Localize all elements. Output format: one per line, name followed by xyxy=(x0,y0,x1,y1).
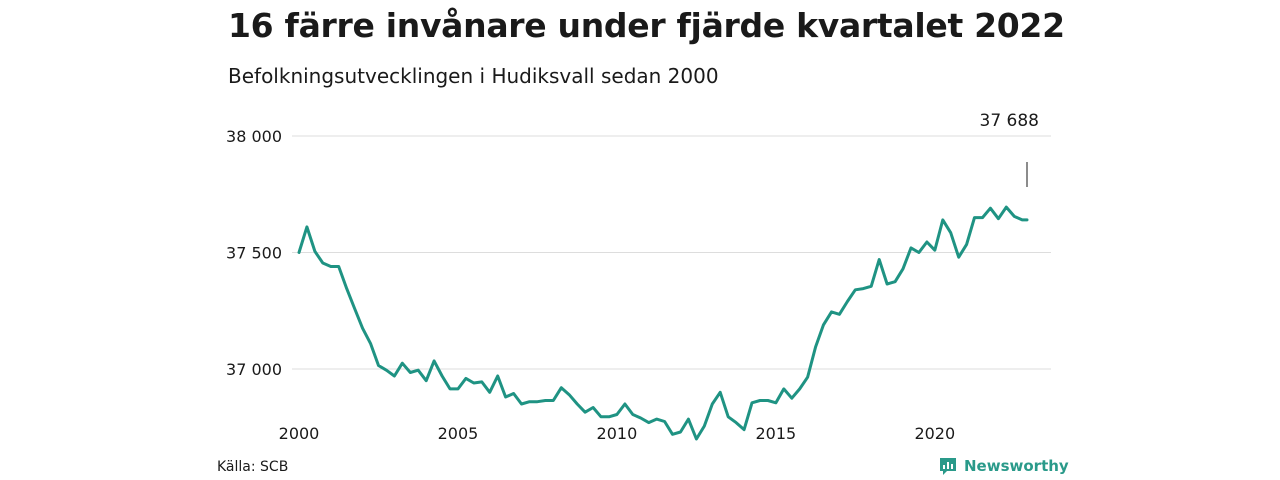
gridlines xyxy=(292,135,1051,370)
y-axis-ticks: 37 000 37 500 38 000 xyxy=(226,127,282,379)
newsworthy-logo-icon xyxy=(940,458,956,475)
y-tick-label: 37 500 xyxy=(226,244,282,263)
population-line xyxy=(297,205,1029,441)
chart-title: 16 färre invånare under fjärde kvartalet… xyxy=(228,6,1065,45)
x-tick-label: 2005 xyxy=(438,424,479,443)
x-tick-label: 2015 xyxy=(755,424,796,443)
x-tick-label: 2010 xyxy=(597,424,638,443)
y-tick-label: 37 000 xyxy=(226,360,282,379)
x-axis-ticks: 2000 2005 2010 2015 2020 xyxy=(279,424,956,443)
x-tick-label: 2020 xyxy=(914,424,955,443)
last-value-label: 37 688 xyxy=(980,111,1039,131)
x-tick-label: 2000 xyxy=(279,424,320,443)
chart-subtitle: Befolkningsutvecklingen i Hudiksvall sed… xyxy=(228,64,719,88)
source-note: Källa: SCB xyxy=(217,459,289,475)
brand-name: Newsworthy xyxy=(964,457,1069,475)
y-tick-label: 38 000 xyxy=(226,127,282,146)
brand-logo: Newsworthy xyxy=(938,456,1069,476)
